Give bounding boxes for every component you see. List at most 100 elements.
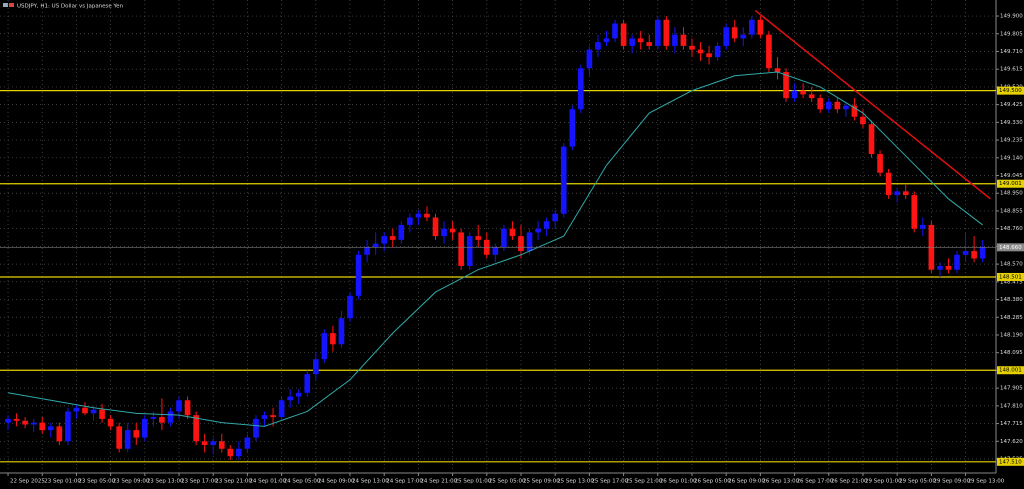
- candle-body: [578, 68, 584, 110]
- candle-body: [629, 38, 635, 46]
- candle-body: [236, 448, 242, 457]
- candle-body: [774, 68, 781, 72]
- candle-body: [381, 236, 388, 244]
- level-label-bg: [997, 457, 1024, 466]
- candle-body: [287, 396, 293, 401]
- candle-body: [13, 418, 20, 421]
- candle-body: [919, 224, 926, 229]
- candle-body: [398, 224, 405, 240]
- candle-body: [800, 90, 806, 95]
- x-tick-label: 24 Sep 01:00: [249, 479, 286, 485]
- x-tick-label: 24 Sep 13:00: [352, 479, 389, 485]
- candle-body: [432, 217, 439, 237]
- candle-body: [99, 409, 105, 419]
- candle-body: [979, 247, 986, 259]
- x-tick-label: 29 Sep 05:00: [899, 479, 936, 485]
- x-tick-label: 26 Sep 13:00: [762, 479, 799, 485]
- level-label: 148.501: [999, 274, 1022, 280]
- candle-body: [509, 228, 516, 237]
- candle-body: [680, 34, 687, 46]
- candle-body: [714, 45, 721, 58]
- level-label-bg: [997, 366, 1024, 375]
- candle-body: [441, 228, 447, 237]
- candle-body: [526, 232, 533, 252]
- x-tick-label: 24 Sep 05:00: [284, 479, 321, 485]
- candle-body: [843, 105, 849, 110]
- candle-body: [73, 407, 80, 412]
- y-tick-label: 148.855: [1000, 208, 1023, 214]
- y-tick-label: 147.905: [1000, 386, 1023, 392]
- x-tick-label: 26 Sep 05:00: [694, 479, 731, 485]
- x-tick-label: 26 Sep 09:00: [728, 479, 765, 485]
- x-tick-label: 23 Sep 21:00: [215, 479, 252, 485]
- candle-body: [159, 417, 165, 423]
- candle-body: [278, 400, 285, 418]
- candle-body: [877, 154, 883, 173]
- candle-body: [107, 418, 114, 427]
- candle-body: [663, 19, 670, 46]
- candle-body: [244, 437, 251, 449]
- candle-body: [586, 49, 593, 69]
- candle-body: [766, 34, 772, 69]
- candle-body: [167, 411, 174, 423]
- symbol-icon: [9, 3, 14, 7]
- level-label: 148.001: [999, 368, 1022, 374]
- candle-body: [749, 19, 755, 35]
- candle-body: [808, 94, 815, 99]
- candle-body: [82, 407, 88, 414]
- current-price-label: 148.660: [999, 245, 1022, 251]
- candle-body: [603, 38, 610, 43]
- candle-body: [791, 90, 798, 99]
- x-tick-label: 29 Sep 13:00: [968, 479, 1005, 485]
- moving-average: [7, 71, 983, 427]
- y-tick-label: 149.330: [1000, 120, 1023, 126]
- candle-body: [407, 217, 413, 225]
- chart-title: USDJPY, H1: US Dollar vs Japanese Yen: [17, 4, 124, 10]
- candle-body: [757, 19, 764, 35]
- x-tick-label: 23 Sep 09:00: [113, 479, 150, 485]
- candle-body: [142, 418, 148, 438]
- x-tick-label: 25 Sep 09:00: [523, 479, 560, 485]
- x-tick-label: 25 Sep 17:00: [591, 479, 628, 485]
- candle-body: [347, 295, 353, 319]
- candle-body: [56, 426, 63, 442]
- y-tick-label: 149.615: [1000, 67, 1023, 73]
- candle-body: [817, 98, 824, 110]
- y-tick-label: 149.140: [1000, 155, 1023, 161]
- candle-body: [885, 172, 892, 196]
- candle-body: [706, 53, 712, 58]
- candle-body: [954, 254, 960, 270]
- candle-body: [210, 441, 217, 446]
- candle-body: [646, 42, 653, 46]
- x-tick-label: 23 Sep 01:00: [44, 479, 81, 485]
- y-tick-label: 148.570: [1000, 262, 1023, 268]
- x-tick-label: 24 Sep 17:00: [386, 479, 423, 485]
- x-tick-label: 25 Sep 05:00: [489, 479, 526, 485]
- y-tick-label: 148.760: [1000, 226, 1023, 232]
- candle-body: [304, 374, 311, 393]
- candle-body: [868, 124, 875, 155]
- x-tick-label: 25 Sep 21:00: [626, 479, 663, 485]
- candle-body: [535, 228, 541, 233]
- candle-body: [458, 232, 464, 266]
- candle-body: [218, 441, 225, 449]
- candle-body: [740, 34, 747, 39]
- candle-body: [971, 251, 977, 259]
- candle-body: [321, 333, 328, 360]
- x-tick-label: 24 Sep 09:00: [318, 479, 355, 485]
- candle-body: [851, 105, 858, 117]
- candle-body: [825, 101, 832, 110]
- current-price-bg: [997, 243, 1024, 252]
- trendline: [754, 9, 991, 200]
- x-tick-label: 22 Sep 2025: [10, 479, 45, 485]
- y-tick-label: 149.045: [1000, 173, 1023, 179]
- level-label-bg: [997, 179, 1024, 188]
- candle-body: [595, 42, 601, 50]
- level-label: 147.510: [999, 459, 1022, 465]
- x-tick-label: 23 Sep 05:00: [78, 479, 115, 485]
- candle-body: [389, 236, 396, 240]
- candle-body: [330, 333, 336, 345]
- candle-body: [945, 265, 952, 270]
- y-tick-label: 149.805: [1000, 31, 1023, 37]
- y-tick-label: 148.950: [1000, 191, 1023, 197]
